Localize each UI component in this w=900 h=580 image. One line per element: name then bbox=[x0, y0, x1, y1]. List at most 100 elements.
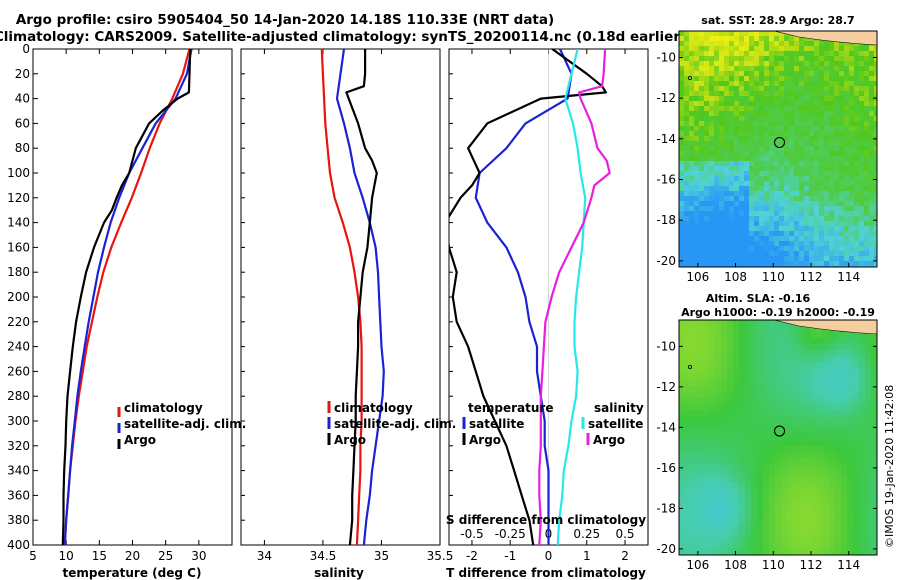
map-cell bbox=[844, 136, 850, 142]
map-cell bbox=[704, 106, 710, 112]
y-tick-label: 360 bbox=[7, 488, 30, 502]
map-cell bbox=[739, 434, 746, 441]
map-cell bbox=[841, 506, 848, 513]
map-cell bbox=[874, 151, 877, 157]
map-cell bbox=[805, 542, 812, 549]
map-cell bbox=[684, 36, 690, 42]
map-cell bbox=[829, 368, 836, 375]
sla-map-title: Altim. SLA: -0.16 bbox=[706, 292, 811, 305]
map-cell bbox=[689, 121, 695, 127]
map-cell bbox=[745, 380, 752, 387]
map-cell bbox=[745, 320, 752, 327]
map-cell bbox=[799, 241, 805, 247]
map-cell bbox=[823, 506, 830, 513]
map-cell bbox=[769, 536, 776, 543]
map-cell bbox=[853, 380, 860, 387]
map-cell bbox=[817, 356, 824, 363]
map-cell bbox=[864, 91, 870, 97]
map-cell bbox=[829, 332, 836, 339]
map-cell bbox=[874, 106, 877, 112]
map-cell bbox=[859, 404, 866, 411]
map-cell bbox=[784, 161, 790, 167]
map-cell bbox=[865, 392, 872, 399]
map-cell bbox=[715, 380, 722, 387]
map-cell bbox=[841, 524, 848, 531]
map-cell bbox=[865, 458, 872, 465]
map-cell bbox=[847, 494, 854, 501]
map-cell bbox=[809, 121, 815, 127]
map-cell bbox=[679, 131, 685, 137]
map-cell bbox=[757, 512, 764, 519]
map-cell bbox=[757, 362, 764, 369]
map-cell bbox=[689, 226, 695, 232]
map-cell bbox=[809, 166, 815, 172]
map-cell bbox=[774, 251, 780, 257]
map-cell bbox=[793, 488, 800, 495]
map-cell bbox=[739, 251, 745, 257]
map-cell bbox=[704, 116, 710, 122]
map-cell bbox=[729, 121, 735, 127]
map-cell bbox=[804, 106, 810, 112]
map-cell bbox=[739, 71, 745, 77]
map-cell bbox=[853, 512, 860, 519]
map-cell bbox=[849, 251, 855, 257]
map-cell bbox=[734, 91, 740, 97]
map-cell bbox=[869, 51, 875, 57]
map-cell bbox=[724, 71, 730, 77]
map-cell bbox=[793, 524, 800, 531]
map-cell bbox=[751, 350, 758, 357]
map-cell bbox=[759, 216, 765, 222]
map-cell bbox=[734, 121, 740, 127]
map-cell bbox=[739, 111, 745, 117]
map-cell bbox=[819, 41, 825, 47]
map-cell bbox=[721, 530, 728, 537]
map-cell bbox=[721, 332, 728, 339]
map-cell bbox=[853, 374, 860, 381]
map-cell bbox=[704, 31, 710, 37]
map-cell bbox=[779, 176, 785, 182]
map-cell bbox=[865, 338, 872, 345]
map-cell bbox=[793, 440, 800, 447]
map-cell bbox=[799, 482, 806, 489]
map-cell bbox=[869, 86, 875, 92]
map-cell bbox=[859, 464, 866, 471]
map-cell bbox=[715, 344, 722, 351]
map-cell bbox=[694, 61, 700, 67]
map-cell bbox=[775, 404, 782, 411]
map-cell bbox=[721, 542, 728, 549]
map-cell bbox=[739, 404, 746, 411]
map-cell bbox=[864, 161, 870, 167]
map-cell bbox=[727, 398, 734, 405]
map-cell bbox=[724, 61, 730, 67]
series-line-argo bbox=[345, 49, 378, 545]
series-line-climatology bbox=[320, 49, 363, 545]
map-cell bbox=[721, 452, 728, 459]
map-cell bbox=[775, 512, 782, 519]
map-cell bbox=[835, 452, 842, 459]
map-cell bbox=[824, 116, 830, 122]
map-cell bbox=[829, 171, 835, 177]
map-cell bbox=[799, 404, 806, 411]
map-cell bbox=[745, 482, 752, 489]
map-cell bbox=[774, 166, 780, 172]
map-cell bbox=[751, 458, 758, 465]
map-cell bbox=[784, 116, 790, 122]
map-cell bbox=[679, 404, 686, 411]
map-cell bbox=[719, 81, 725, 87]
map-cell bbox=[784, 216, 790, 222]
map-cell bbox=[721, 464, 728, 471]
map-cell bbox=[744, 236, 750, 242]
map-cell bbox=[724, 131, 730, 137]
map-cell bbox=[754, 151, 760, 157]
map-cell bbox=[819, 236, 825, 242]
map-cell bbox=[704, 146, 710, 152]
map-cell bbox=[715, 542, 722, 549]
map-cell bbox=[679, 161, 685, 167]
map-cell bbox=[824, 41, 830, 47]
map-cell bbox=[734, 156, 740, 162]
map-cell bbox=[751, 536, 758, 543]
map-cell bbox=[781, 452, 788, 459]
map-cell bbox=[724, 151, 730, 157]
map-cell bbox=[727, 428, 734, 435]
map-cell bbox=[719, 41, 725, 47]
